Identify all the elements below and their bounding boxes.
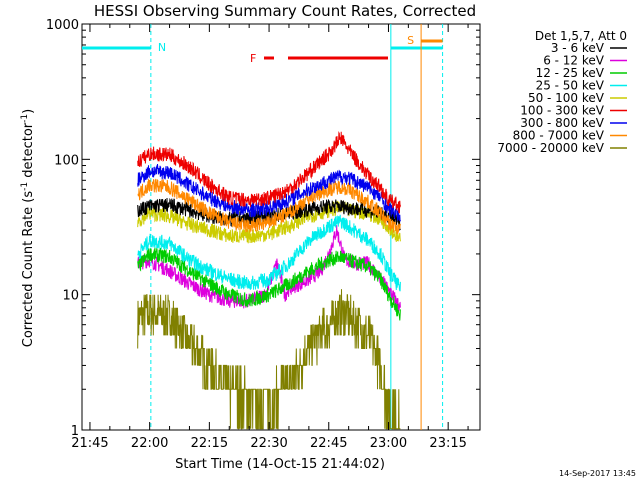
x-tick-label: 22:15 bbox=[191, 436, 228, 451]
x-axis: 21:45 22:00 22:15 22:30 22:45 23:00 23:15 bbox=[71, 24, 469, 451]
series-line bbox=[137, 247, 401, 321]
x-tick-label: 23:15 bbox=[429, 436, 466, 451]
series-layer bbox=[137, 131, 401, 430]
legend-label: 12 - 25 keV bbox=[536, 66, 605, 80]
series-line bbox=[137, 289, 401, 430]
y-axis-label-exp1: -1 bbox=[20, 182, 30, 191]
legend-title: Det 1,5,7, Att 0 bbox=[535, 29, 627, 43]
legend-label: 3 - 6 keV bbox=[551, 41, 605, 55]
x-tick-label: 22:30 bbox=[250, 436, 287, 451]
y-tick-label: 1 bbox=[71, 424, 79, 439]
x-axis-label: Start Time (14-Oct-15 21:44:02) bbox=[175, 457, 385, 472]
y-axis-label-mid: detector bbox=[21, 122, 36, 182]
plot-frame bbox=[81, 23, 481, 431]
footer-date: 14-Sep-2017 13:45 bbox=[559, 469, 636, 478]
legend-label: 50 - 100 keV bbox=[528, 91, 605, 105]
y-axis-label-main: Corrected Count Rate (s bbox=[21, 191, 36, 348]
x-tick-label: 22:45 bbox=[310, 436, 347, 451]
x-tick-label: 23:00 bbox=[370, 436, 407, 451]
legend-label: 7000 - 20000 keV bbox=[497, 141, 604, 155]
y-axis: 1 10 100 1000 bbox=[46, 18, 480, 439]
y-tick-label: 1000 bbox=[46, 18, 79, 33]
y-tick-label: 10 bbox=[62, 289, 79, 304]
chart-title: HESSI Observing Summary Count Rates, Cor… bbox=[94, 2, 476, 20]
legend-label: 300 - 800 keV bbox=[520, 116, 604, 130]
y-tick-label: 100 bbox=[54, 153, 79, 168]
legend-label: 100 - 300 keV bbox=[520, 104, 604, 118]
plot-border bbox=[81, 23, 481, 431]
saa-label: S bbox=[407, 34, 414, 47]
series-line bbox=[137, 164, 401, 222]
x-tick-label: 21:45 bbox=[71, 436, 108, 451]
y-axis-label-end: ) bbox=[21, 109, 36, 114]
x-tick-label: 22:00 bbox=[131, 436, 168, 451]
series-line bbox=[137, 178, 401, 235]
series-line bbox=[137, 214, 401, 292]
y-axis-label: Corrected Count Rate (s-1 detector-1) bbox=[20, 109, 36, 347]
series-line bbox=[137, 131, 401, 214]
legend-label: 6 - 12 keV bbox=[543, 54, 605, 68]
legend-label: 25 - 50 keV bbox=[536, 79, 605, 93]
y-axis-label-exp2: -1 bbox=[20, 114, 30, 123]
flare-label: F bbox=[250, 52, 256, 65]
legend-label: 800 - 7000 keV bbox=[513, 129, 605, 143]
night-label: N bbox=[158, 41, 166, 54]
series-line bbox=[137, 197, 401, 231]
